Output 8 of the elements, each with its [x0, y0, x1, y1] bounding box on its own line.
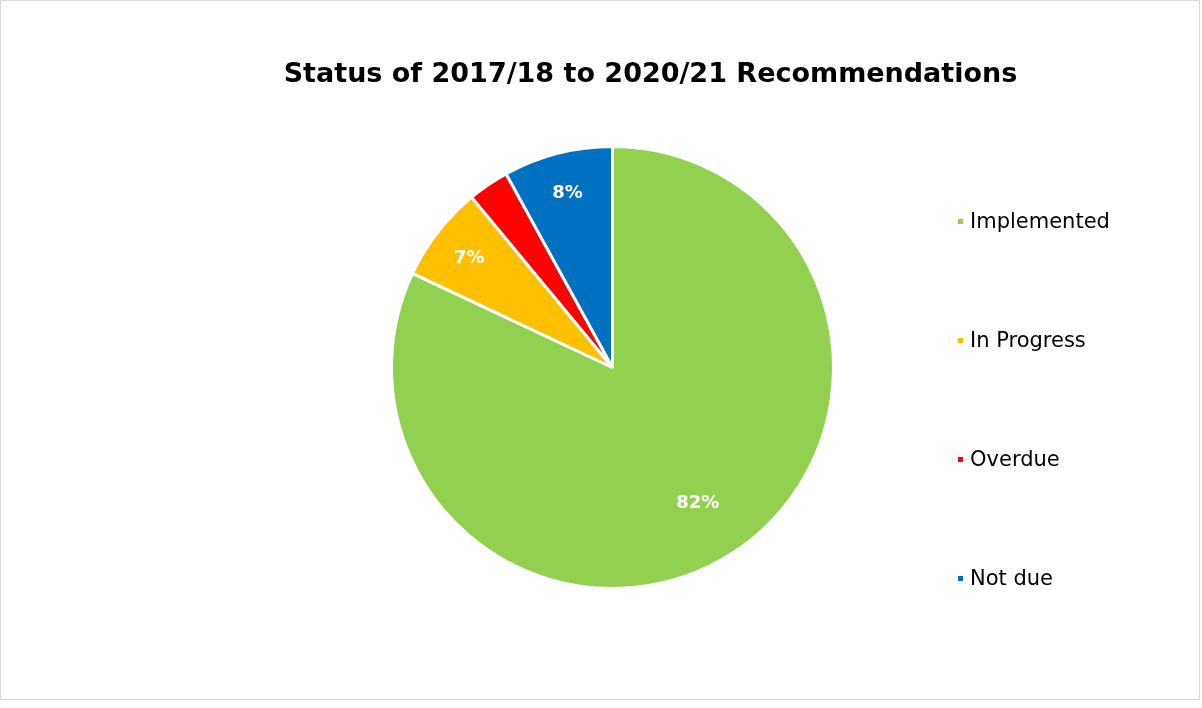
data-label: 7% [454, 245, 485, 267]
data-label: 8% [552, 181, 583, 203]
legend-label: Overdue [970, 447, 1060, 471]
legend-label: Not due [970, 566, 1054, 590]
data-label: 82% [676, 491, 720, 513]
legend-label: Implemented [970, 209, 1110, 233]
legend-label: In Progress [970, 328, 1086, 352]
chart-title: Status of 2017/18 to 2020/21 Recommendations [283, 57, 1018, 88]
